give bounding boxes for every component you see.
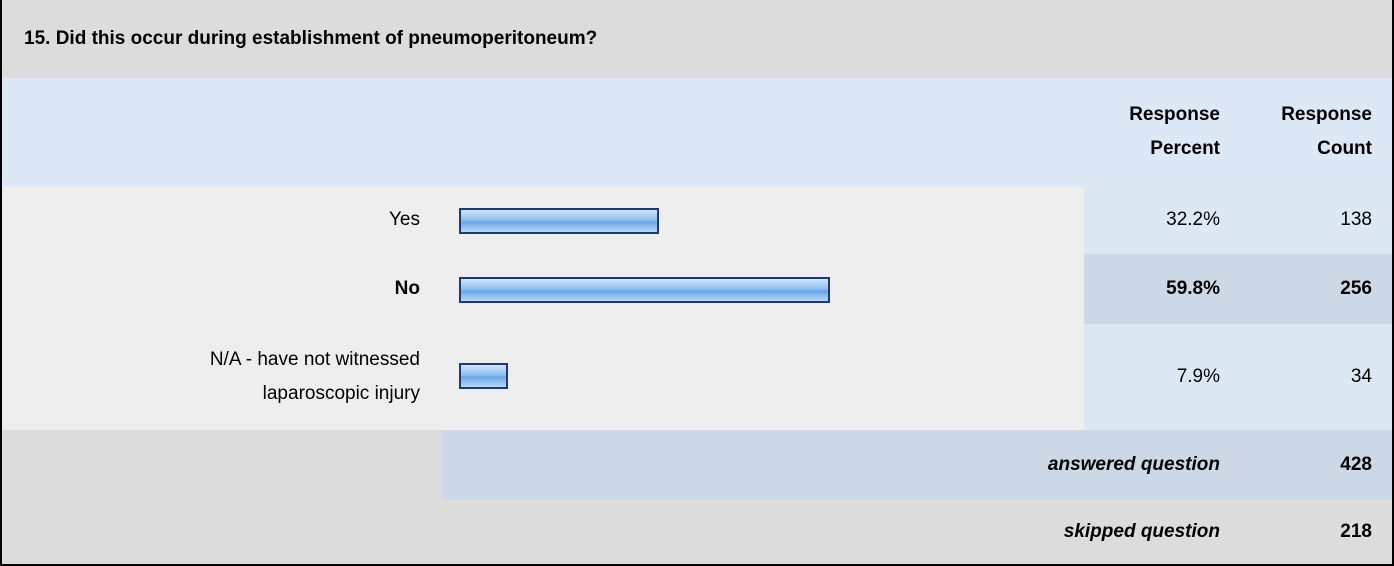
percent: 7.9% xyxy=(1084,324,1224,430)
row-label: No xyxy=(394,278,420,299)
answered-label: answered question xyxy=(442,430,1224,500)
bar xyxy=(459,208,659,234)
question-title: 15. Did this occur during establishment … xyxy=(2,0,1392,78)
column-header: Response Count xyxy=(1281,104,1372,159)
bar xyxy=(459,277,830,303)
summary-bg xyxy=(2,430,442,500)
header-row xyxy=(2,78,1392,186)
skipped-label: skipped question xyxy=(2,500,1224,564)
bar xyxy=(459,363,508,389)
column-header: Response Percent xyxy=(1129,104,1220,159)
row-label: N/A - have not witnessed laparoscopic in… xyxy=(209,349,420,404)
count: 34 xyxy=(1224,324,1392,430)
count: 256 xyxy=(1224,254,1392,324)
count: 138 xyxy=(1224,186,1392,254)
percent: 32.2% xyxy=(1084,186,1224,254)
row-label: Yes xyxy=(389,209,420,230)
percent: 59.8% xyxy=(1084,254,1224,324)
skipped-count: 218 xyxy=(1224,500,1392,564)
answered-count: 428 xyxy=(1224,430,1392,500)
